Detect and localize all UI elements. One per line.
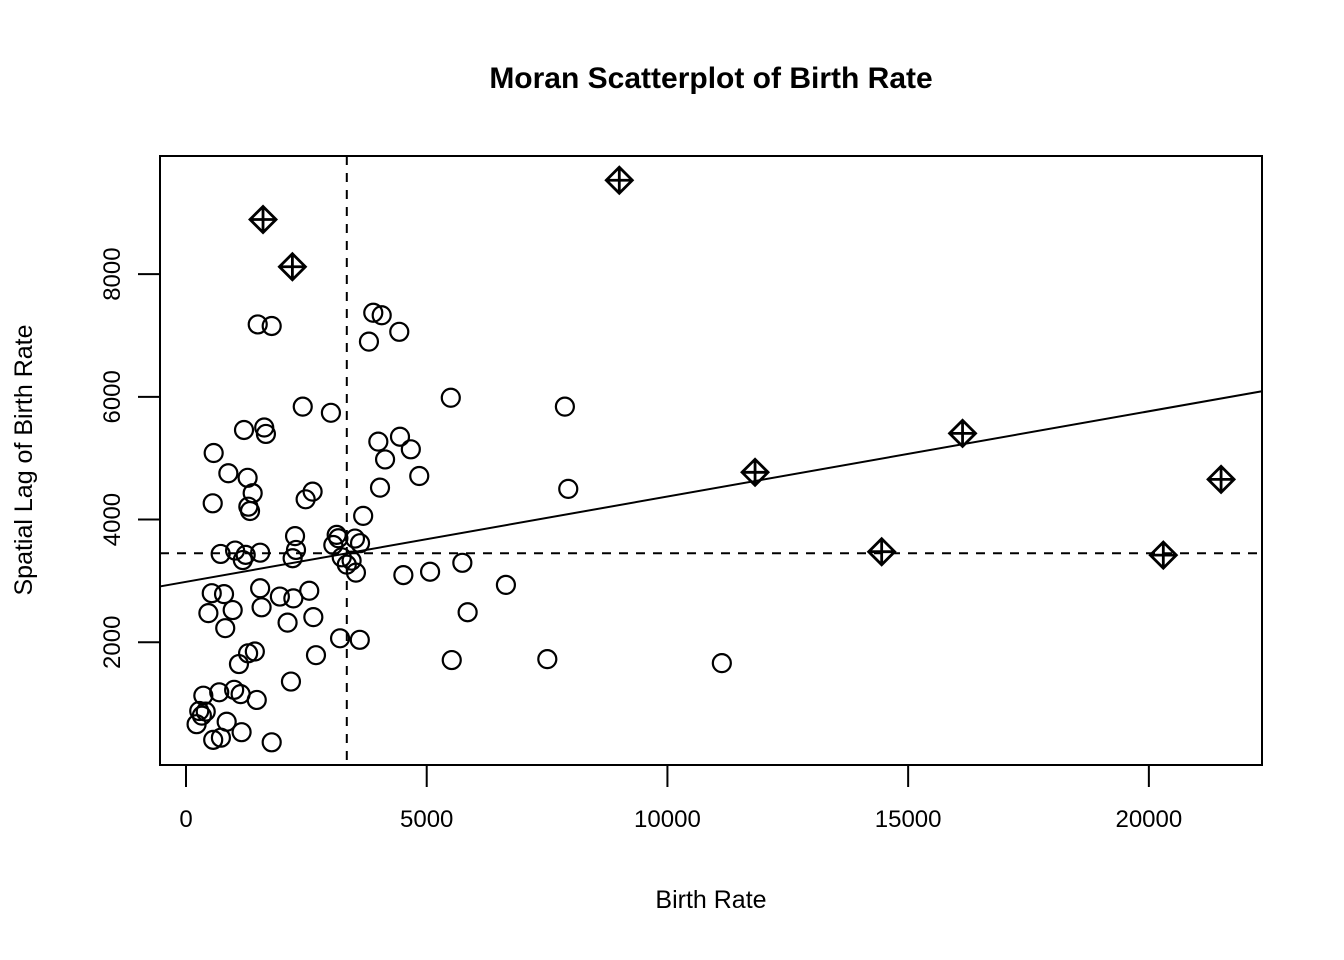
data-point-circle	[209, 682, 230, 703]
data-point-circle	[261, 732, 282, 753]
data-point-circle	[250, 578, 271, 599]
data-point-circle	[246, 689, 267, 711]
y-axis-label: Spatial Lag of Birth Rate	[10, 325, 38, 596]
data-point-circle	[389, 321, 410, 342]
data-point-circle	[218, 463, 239, 484]
data-point-circle	[368, 431, 389, 452]
data-point-circle	[210, 543, 231, 565]
data-point-circle	[302, 481, 323, 502]
data-point-circle	[233, 419, 255, 441]
y-tick-label: 8000	[99, 247, 126, 300]
data-point-circle	[341, 550, 362, 571]
data-point-circle	[239, 500, 261, 522]
y-tick-label: 4000	[99, 493, 126, 546]
x-tick-label: 20000	[1115, 806, 1182, 833]
data-point-circle	[244, 641, 265, 662]
data-point-circle	[222, 599, 243, 621]
chart-title: Moran Scatterplot of Birth Rate	[489, 62, 932, 95]
data-point-circle	[554, 396, 575, 417]
data-point-circle	[189, 700, 210, 722]
data-point-circle	[247, 314, 268, 335]
data-point-circle	[255, 423, 277, 445]
x-tick-label: 0	[179, 806, 192, 833]
y-tick-label: 6000	[99, 370, 126, 423]
data-point-circle	[400, 439, 421, 460]
data-point-circle	[215, 618, 236, 639]
data-point-circle	[349, 629, 370, 650]
data-point-diamond-plus	[947, 418, 978, 449]
data-point-circle	[393, 564, 414, 586]
data-point-circle	[419, 561, 441, 582]
data-point-circle	[441, 649, 462, 671]
data-point-circle	[213, 584, 235, 605]
data-point-circle	[303, 607, 324, 628]
data-point-diamond-plus	[1206, 464, 1237, 495]
data-point-circle	[228, 653, 250, 675]
data-point-circle	[328, 528, 349, 549]
data-point-circle	[231, 722, 252, 743]
data-point-circle	[457, 602, 478, 623]
data-point-circle	[353, 505, 374, 526]
data-point-circle	[363, 302, 384, 323]
y-tick-label: 2000	[99, 616, 126, 669]
data-point-circle	[283, 588, 304, 609]
data-point-circle	[495, 574, 517, 596]
plot-border	[159, 155, 1263, 766]
regression-line	[159, 390, 1263, 588]
data-point-circle	[251, 597, 272, 618]
data-point-circle	[292, 396, 313, 417]
data-point-circle	[285, 539, 307, 561]
data-point-circle	[250, 542, 271, 563]
data-point-circle	[452, 552, 473, 573]
data-point-diamond-plus	[866, 536, 897, 567]
data-point-circle	[389, 426, 411, 447]
x-tick-label: 15000	[875, 806, 942, 833]
data-point-circle	[261, 315, 282, 337]
data-point-circle	[198, 603, 219, 624]
data-point-circle	[202, 493, 223, 514]
x-tick-label: 10000	[634, 806, 701, 833]
data-point-circle	[201, 583, 222, 604]
data-point-circle	[358, 331, 380, 352]
data-point-circle	[269, 586, 290, 607]
x-tick-label: 5000	[400, 806, 453, 833]
data-point-circle	[369, 477, 391, 498]
data-point-diamond-plus	[740, 457, 771, 488]
data-point-circle	[193, 685, 214, 706]
data-point-circle	[374, 449, 396, 470]
data-point-circle	[440, 387, 461, 408]
data-point-circle	[349, 533, 371, 554]
data-point-circle	[558, 478, 579, 499]
data-point-circle	[203, 442, 224, 464]
data-point-circle	[344, 528, 366, 549]
data-point-circle	[305, 645, 327, 666]
data-point-circle	[537, 649, 558, 670]
data-point-circle	[186, 714, 207, 735]
data-point-circle	[409, 465, 430, 487]
data-point-diamond-plus	[1148, 540, 1179, 571]
data-point-diamond-plus	[604, 165, 635, 196]
data-point-circle	[299, 580, 320, 601]
data-point-circle	[371, 305, 392, 326]
x-axis-label: Birth Rate	[655, 886, 766, 914]
data-point-circle	[277, 612, 298, 633]
data-point-circle	[320, 402, 342, 423]
data-point-circle	[345, 562, 367, 583]
data-point-circle	[210, 727, 232, 748]
data-point-circle	[203, 729, 224, 750]
data-point-circle	[280, 671, 302, 692]
data-point-circle	[235, 544, 256, 565]
data-point-circle	[711, 653, 732, 674]
data-point-circle	[284, 526, 306, 547]
data-point-diamond-plus	[277, 251, 308, 282]
data-point-circle	[329, 628, 351, 649]
plot-area: 0 5000 10000 15000 20000 2000 4000 6000 8000	[99, 156, 1263, 833]
data-point-diamond-plus	[248, 204, 279, 235]
